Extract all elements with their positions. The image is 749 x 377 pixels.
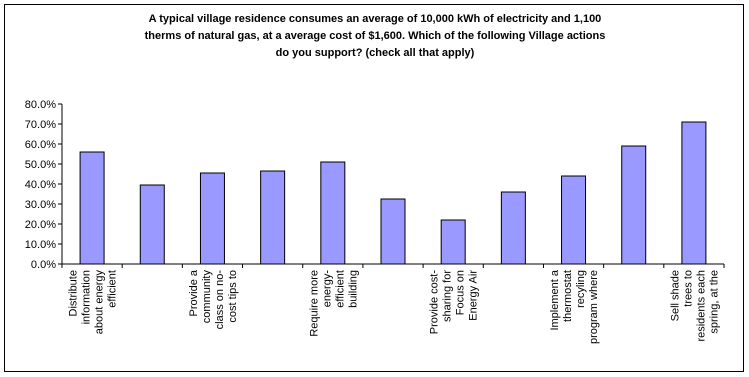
- chart-frame: A typical village residence consumes an …: [4, 4, 744, 372]
- x-category-label: Focus on: [455, 270, 467, 315]
- x-category-label: information: [81, 270, 93, 324]
- x-category-label: Sell shade: [669, 270, 681, 321]
- x-category-label: efficient: [107, 270, 119, 308]
- x-category-label: community: [201, 270, 213, 324]
- y-tick-label: 40.0%: [25, 179, 56, 191]
- bar: [440, 219, 466, 265]
- x-category-label: recyling: [575, 270, 587, 308]
- x-category-label: cost tips to: [227, 270, 239, 323]
- x-category-label: thermostat: [562, 270, 574, 322]
- y-tick-label: 60.0%: [25, 139, 56, 151]
- x-category-label: spring, at the: [708, 270, 720, 334]
- y-tick-label: 70.0%: [25, 119, 56, 131]
- y-tick-label: 30.0%: [25, 199, 56, 211]
- chart-title: A typical village residence consumes an …: [144, 13, 606, 59]
- x-category-label: Distribute: [68, 270, 80, 316]
- y-tick-label: 50.0%: [25, 159, 56, 171]
- x-category-label: class on no-: [214, 270, 226, 330]
- x-category-label: Provide a: [188, 269, 200, 316]
- x-category-label: about energy: [94, 270, 106, 335]
- x-category-label: Require more: [308, 270, 320, 337]
- y-tick-label: 0.0%: [31, 259, 56, 271]
- bar: [621, 145, 647, 265]
- x-category-label: residents each: [695, 270, 707, 342]
- x-category-label: Energy Air: [468, 270, 480, 321]
- bar: [79, 151, 105, 265]
- x-category-label: energy-: [321, 270, 333, 308]
- x-category-label: building: [347, 270, 359, 308]
- bar: [320, 161, 346, 265]
- bar: [561, 175, 587, 265]
- x-category-label: sharing for: [442, 270, 454, 322]
- bar: [380, 198, 406, 265]
- x-category-label: trees to: [682, 270, 694, 307]
- y-tick-label: 10.0%: [25, 239, 56, 251]
- x-category-label: Implement a: [549, 269, 561, 330]
- x-category-label: Provide cost-: [429, 270, 441, 335]
- bar: [500, 191, 526, 265]
- bar: [139, 184, 165, 265]
- x-category-label: efficient: [334, 270, 346, 308]
- bar: [681, 121, 707, 265]
- y-tick-label: 80.0%: [25, 99, 56, 111]
- x-category-label: program where: [588, 270, 600, 344]
- bar: [199, 172, 225, 265]
- y-tick-label: 20.0%: [25, 219, 56, 231]
- bar: [260, 170, 286, 265]
